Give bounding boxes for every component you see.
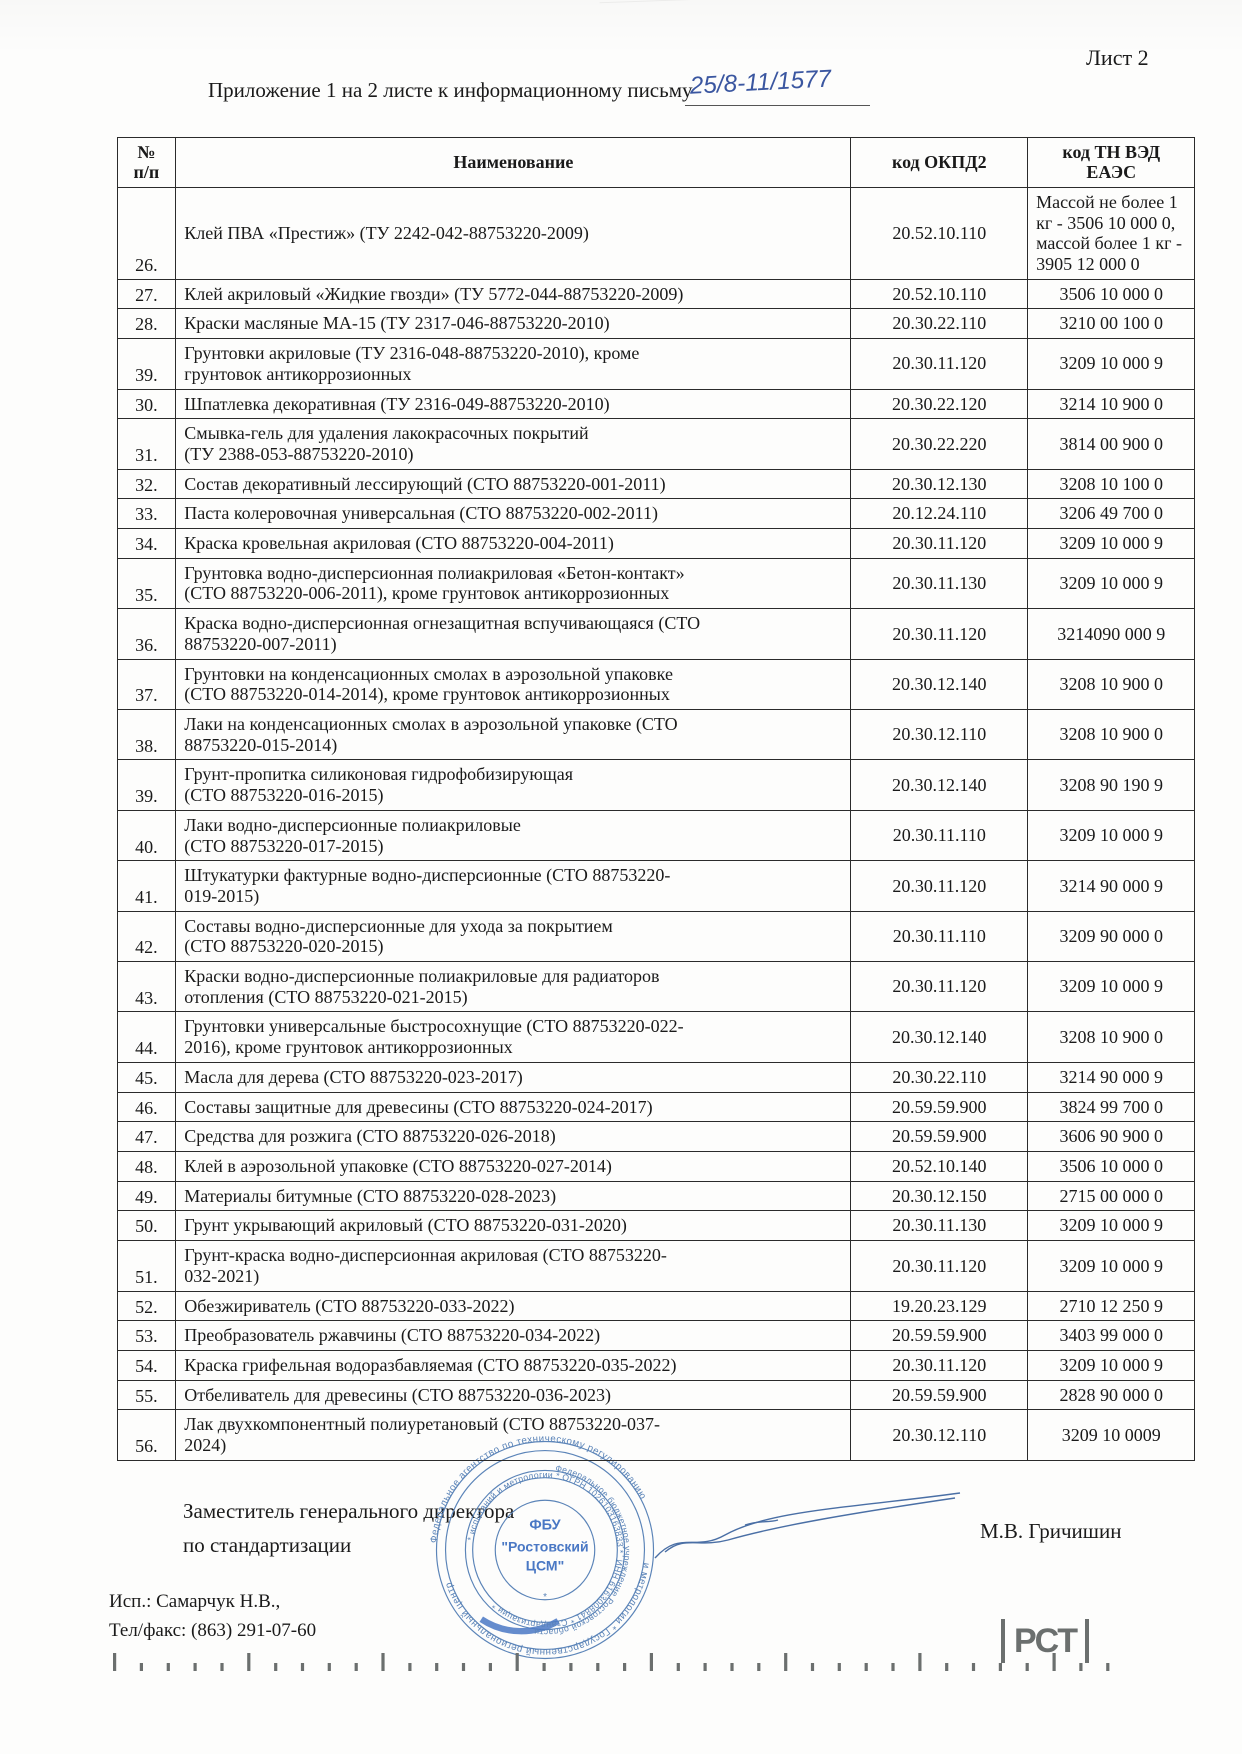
- svg-text:*: *: [543, 1592, 547, 1603]
- svg-text:ЦСМ": ЦСМ": [526, 1557, 564, 1573]
- svg-text:ФБУ: ФБУ: [529, 1518, 561, 1534]
- svg-text:"Ростовский: "Ростовский: [501, 1538, 588, 1554]
- svg-text:25/8-11/1577: 25/8-11/1577: [688, 65, 833, 99]
